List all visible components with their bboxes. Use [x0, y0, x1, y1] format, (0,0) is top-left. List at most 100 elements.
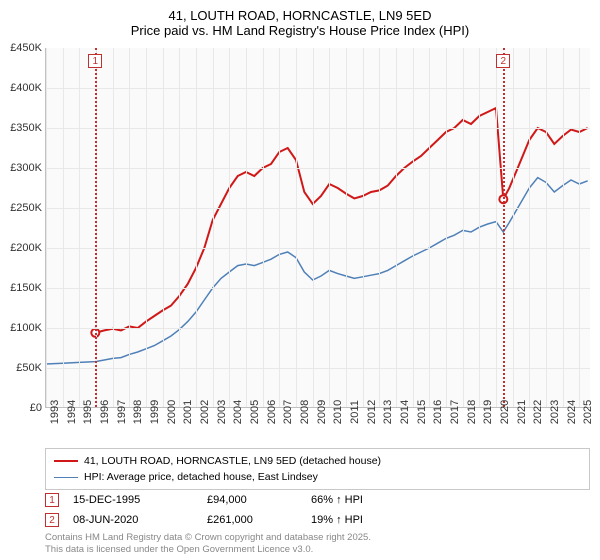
- data-row-date: 15-DEC-1995: [73, 494, 193, 506]
- gridline-vertical: [63, 48, 64, 407]
- gridline-vertical: [363, 48, 364, 407]
- legend-item-price_paid: 41, LOUTH ROAD, HORNCASTLE, LN9 5ED (det…: [54, 453, 581, 469]
- data-row-2: 208-JUN-2020£261,00019% ↑ HPI: [45, 510, 401, 530]
- gridline-vertical: [129, 48, 130, 407]
- legend-swatch: [54, 477, 78, 478]
- gridline-horizontal: [46, 128, 590, 129]
- gridline-vertical: [213, 48, 214, 407]
- x-axis-tick-label: 2008: [299, 400, 311, 424]
- x-axis-tick-label: 2001: [182, 400, 194, 424]
- x-axis-tick-label: 2022: [532, 400, 544, 424]
- x-axis-tick-label: 2010: [332, 400, 344, 424]
- gridline-vertical: [46, 48, 47, 407]
- gridline-vertical: [429, 48, 430, 407]
- x-axis-tick-label: 2021: [516, 400, 528, 424]
- x-axis-tick-label: 2011: [349, 400, 361, 424]
- gridline-horizontal: [46, 288, 590, 289]
- y-axis-tick-label: £450K: [10, 42, 42, 54]
- gridline-horizontal: [46, 368, 590, 369]
- y-axis-tick-label: £250K: [10, 202, 42, 214]
- x-axis-tick-label: 2000: [166, 400, 178, 424]
- gridline-vertical: [529, 48, 530, 407]
- gridline-horizontal: [46, 88, 590, 89]
- gridline-horizontal: [46, 208, 590, 209]
- x-axis-tick-label: 2019: [482, 400, 494, 424]
- x-axis-tick-label: 2013: [382, 400, 394, 424]
- gridline-vertical: [146, 48, 147, 407]
- data-row-hpi: 66% ↑ HPI: [311, 494, 401, 506]
- x-axis-tick-label: 2005: [249, 400, 261, 424]
- gridline-vertical: [263, 48, 264, 407]
- marker-label-2: 2: [496, 54, 510, 68]
- legend-swatch: [54, 460, 78, 462]
- gridline-vertical: [329, 48, 330, 407]
- x-axis-tick-label: 1994: [66, 400, 78, 424]
- series-line-price_paid: [95, 108, 587, 333]
- x-axis-tick-label: 1996: [99, 400, 111, 424]
- gridline-vertical: [579, 48, 580, 407]
- x-axis-tick-label: 1999: [149, 400, 161, 424]
- marker-data-table: 115-DEC-1995£94,00066% ↑ HPI208-JUN-2020…: [45, 490, 401, 530]
- gridline-vertical: [379, 48, 380, 407]
- marker-vline-2: [503, 48, 505, 407]
- x-axis-tick-label: 2015: [416, 400, 428, 424]
- gridline-vertical: [113, 48, 114, 407]
- gridline-vertical: [246, 48, 247, 407]
- gridline-vertical: [196, 48, 197, 407]
- gridline-vertical: [346, 48, 347, 407]
- y-axis-tick-label: £100K: [10, 322, 42, 334]
- marker-vline-1: [95, 48, 97, 407]
- attribution-text: Contains HM Land Registry data © Crown c…: [45, 532, 371, 556]
- x-axis-tick-label: 2007: [282, 400, 294, 424]
- chart-svg: [46, 48, 590, 407]
- x-axis-tick-label: 2023: [549, 400, 561, 424]
- x-axis-tick-label: 2025: [582, 400, 594, 424]
- gridline-vertical: [179, 48, 180, 407]
- gridline-vertical: [563, 48, 564, 407]
- legend-label: 41, LOUTH ROAD, HORNCASTLE, LN9 5ED (det…: [84, 455, 381, 467]
- y-axis-tick-label: £350K: [10, 122, 42, 134]
- x-axis-tick-label: 2014: [399, 400, 411, 424]
- gridline-horizontal: [46, 248, 590, 249]
- x-axis-tick-label: 2020: [499, 400, 511, 424]
- gridline-vertical: [446, 48, 447, 407]
- data-row-price: £261,000: [207, 514, 297, 526]
- gridline-horizontal: [46, 328, 590, 329]
- gridline-vertical: [496, 48, 497, 407]
- x-axis-tick-label: 2004: [232, 400, 244, 424]
- chart-legend: 41, LOUTH ROAD, HORNCASTLE, LN9 5ED (det…: [45, 448, 590, 490]
- x-axis-tick-label: 2024: [566, 400, 578, 424]
- gridline-vertical: [463, 48, 464, 407]
- marker-label-1: 1: [88, 54, 102, 68]
- x-axis-tick-label: 1998: [132, 400, 144, 424]
- y-axis-tick-label: £300K: [10, 162, 42, 174]
- gridline-vertical: [163, 48, 164, 407]
- y-axis-tick-label: £50K: [16, 362, 42, 374]
- gridline-vertical: [229, 48, 230, 407]
- x-axis-tick-label: 2017: [449, 400, 461, 424]
- x-axis-tick-label: 2018: [466, 400, 478, 424]
- data-row-price: £94,000: [207, 494, 297, 506]
- series-line-hpi: [46, 178, 588, 364]
- attribution-line-1: Contains HM Land Registry data © Crown c…: [45, 532, 371, 544]
- x-axis-tick-label: 1997: [116, 400, 128, 424]
- legend-item-hpi: HPI: Average price, detached house, East…: [54, 469, 581, 485]
- gridline-vertical: [279, 48, 280, 407]
- gridline-vertical: [546, 48, 547, 407]
- x-axis-tick-label: 2012: [366, 400, 378, 424]
- chart-title: 41, LOUTH ROAD, HORNCASTLE, LN9 5ED Pric…: [0, 0, 600, 38]
- y-axis-tick-label: £150K: [10, 282, 42, 294]
- x-axis-tick-label: 2009: [316, 400, 328, 424]
- attribution-line-2: This data is licensed under the Open Gov…: [45, 544, 371, 556]
- x-axis-tick-label: 1995: [82, 400, 94, 424]
- data-row-marker: 1: [45, 493, 59, 507]
- data-row-date: 08-JUN-2020: [73, 514, 193, 526]
- chart-plot-area: 12: [45, 48, 590, 408]
- gridline-vertical: [313, 48, 314, 407]
- gridline-vertical: [513, 48, 514, 407]
- title-line-2: Price paid vs. HM Land Registry's House …: [0, 23, 600, 38]
- y-axis-tick-label: £0: [30, 402, 42, 414]
- x-axis-tick-label: 2006: [266, 400, 278, 424]
- gridline-vertical: [413, 48, 414, 407]
- x-axis-tick-label: 2003: [216, 400, 228, 424]
